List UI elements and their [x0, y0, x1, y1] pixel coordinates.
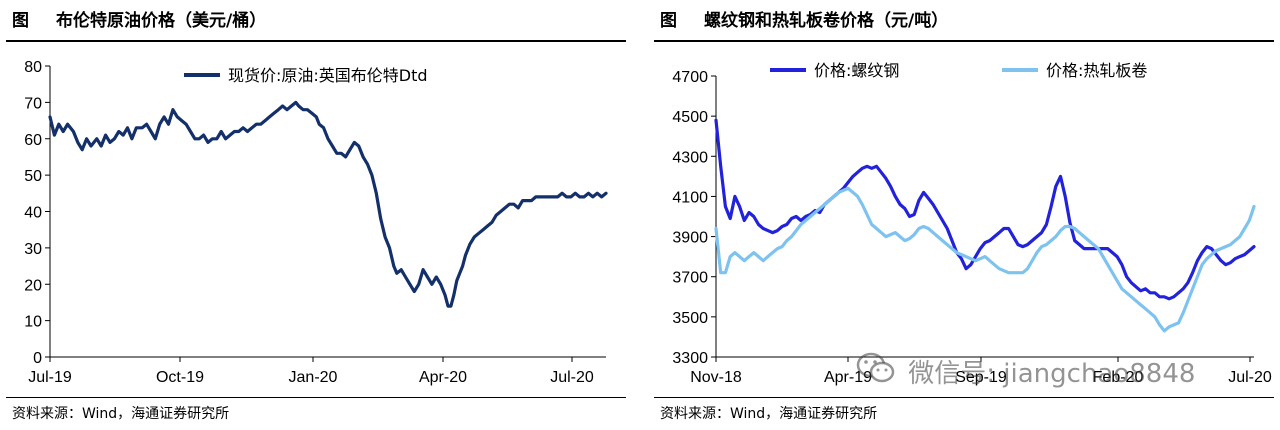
x-tick-label: Jul-20 [550, 369, 594, 386]
brent-price-chart: 80 70 60 50 40 30 20 10 0 Jul-19 Oct-19 Jan-20 Apr-2… [24, 59, 608, 386]
x-tick-label: Feb-20 [1093, 369, 1144, 386]
y-tick-label: 10 [24, 314, 42, 331]
y-tick-label: 20 [24, 277, 42, 294]
x-tick-label: Oct-19 [156, 369, 204, 386]
y-tick-label: 70 [24, 95, 42, 112]
y-tick-label: 60 [24, 132, 42, 149]
y-tick-label: 30 [24, 241, 42, 258]
series-line-1 [714, 118, 1256, 301]
y-tick-label: 4100 [672, 189, 708, 206]
watermark-text: 微信号: jiangchao8848 [908, 359, 1196, 389]
series-line-1 [48, 100, 608, 308]
wechat-icon [856, 351, 896, 397]
source-note: 资料来源：Wind，海通证券研究所 [660, 406, 878, 422]
x-tick-label: Sep-19 [955, 369, 1007, 386]
source-note: 资料来源：Wind，海通证券研究所 [12, 406, 230, 422]
figure-label: 图 [660, 11, 677, 31]
x-tick-label: Apr-20 [419, 369, 467, 386]
source-rule [6, 397, 626, 398]
x-tick-label: Jan-20 [289, 369, 338, 386]
y-tick-label: 0 [33, 350, 42, 367]
x-tick-label: Jul-20 [1228, 369, 1272, 386]
x-tick-label: Nov-18 [690, 369, 742, 386]
brent-chart-panel: 图 布伦特原油价格（美元/桶） 80 70 60 50 40 30 20 10 0 Jul-19 O… [6, 0, 626, 430]
y-tick-label: 3300 [672, 350, 708, 367]
y-tick-label: 4500 [672, 109, 708, 126]
y-tick-label: 4300 [672, 149, 708, 166]
y-tick-label: 3900 [672, 230, 708, 247]
y-tick-label: 4700 [672, 69, 708, 86]
title-rule [654, 40, 1274, 42]
steel-chart-panel: 图 螺纹钢和热轧板卷价格（元/吨） 4700 4500 4300 4100 3900 37… [654, 0, 1274, 430]
x-tick-label: Jul-19 [28, 369, 72, 386]
steel-price-chart: 4700 4500 4300 4100 3900 3700 3500 3300 Nov-18 Ap… [672, 61, 1272, 386]
figure-title: 布伦特原油价格（美元/桶） [56, 11, 267, 31]
legend-label: 现货价:原油:英国布伦特Dtd [228, 66, 428, 85]
figure-title: 螺纹钢和热轧板卷价格（元/吨） [704, 11, 949, 31]
figure-label: 图 [12, 11, 29, 31]
y-tick-label: 3500 [672, 310, 708, 327]
x-tick-label: Apr-19 [824, 369, 872, 386]
wechat-watermark: 微信号: jiangchao8848 [856, 351, 1195, 391]
y-tick-label: 50 [24, 168, 42, 185]
y-tick-label: 80 [24, 59, 42, 76]
y-tick-label: 40 [24, 205, 42, 222]
legend-label: 价格:螺纹钢 [814, 61, 899, 80]
legend-label: 价格:热轧板卷 [1046, 61, 1147, 80]
series-line-2 [714, 186, 1256, 333]
title-rule [6, 40, 626, 42]
figure-title-row: 图 螺纹钢和热轧板卷价格（元/吨） [654, 6, 1274, 36]
source-rule [654, 397, 1274, 398]
figure-title-row: 图 布伦特原油价格（美元/桶） [6, 6, 626, 36]
y-tick-label: 3700 [672, 270, 708, 287]
